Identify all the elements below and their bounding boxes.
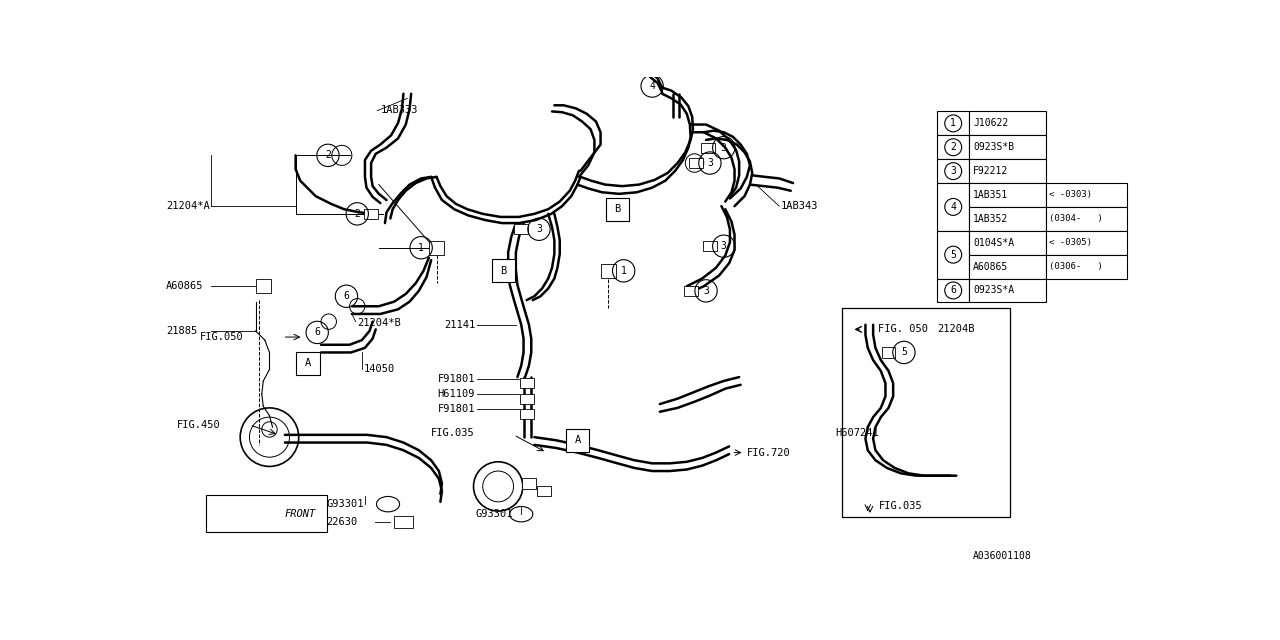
FancyBboxPatch shape <box>684 286 698 296</box>
Text: FIG.035: FIG.035 <box>431 428 475 438</box>
Text: 3: 3 <box>721 143 727 152</box>
FancyBboxPatch shape <box>969 111 1046 135</box>
Text: 3: 3 <box>950 166 956 176</box>
Text: FIG.720: FIG.720 <box>746 447 791 458</box>
Text: H61109: H61109 <box>438 389 475 399</box>
Text: G93301: G93301 <box>475 509 512 519</box>
Text: FIG.035: FIG.035 <box>879 502 923 511</box>
FancyBboxPatch shape <box>256 279 271 293</box>
FancyBboxPatch shape <box>1046 207 1128 231</box>
Text: 2: 2 <box>325 150 332 161</box>
Text: FIG. 050: FIG. 050 <box>878 324 928 334</box>
Text: F91801: F91801 <box>438 404 475 415</box>
FancyBboxPatch shape <box>703 241 717 252</box>
Text: 21141: 21141 <box>444 320 475 330</box>
Text: A: A <box>305 358 311 368</box>
Text: 1: 1 <box>419 243 424 253</box>
Text: 6: 6 <box>343 291 349 301</box>
FancyBboxPatch shape <box>492 259 515 282</box>
FancyBboxPatch shape <box>701 143 716 153</box>
FancyBboxPatch shape <box>538 486 552 497</box>
FancyBboxPatch shape <box>521 409 534 419</box>
Text: 4: 4 <box>649 81 655 91</box>
FancyBboxPatch shape <box>394 516 412 528</box>
FancyBboxPatch shape <box>969 231 1046 255</box>
FancyBboxPatch shape <box>842 308 1010 517</box>
FancyBboxPatch shape <box>521 378 534 388</box>
FancyBboxPatch shape <box>937 278 969 303</box>
Text: (0304-   ): (0304- ) <box>1050 214 1103 223</box>
Text: B: B <box>614 204 621 214</box>
Text: 22630: 22630 <box>326 517 357 527</box>
Text: FIG.050: FIG.050 <box>200 332 244 342</box>
Text: FIG.450: FIG.450 <box>177 420 221 430</box>
FancyBboxPatch shape <box>600 264 616 278</box>
Text: F92212: F92212 <box>973 166 1009 176</box>
Text: 3: 3 <box>536 224 541 234</box>
Text: 1: 1 <box>621 266 627 276</box>
Text: G93301: G93301 <box>326 499 364 509</box>
FancyBboxPatch shape <box>522 478 536 489</box>
Text: 21885: 21885 <box>166 326 197 336</box>
Text: 4: 4 <box>950 202 956 212</box>
FancyBboxPatch shape <box>937 111 969 135</box>
FancyBboxPatch shape <box>969 278 1046 303</box>
Text: FRONT: FRONT <box>285 509 316 519</box>
Text: 21204*B: 21204*B <box>357 318 401 328</box>
FancyBboxPatch shape <box>969 135 1046 159</box>
FancyBboxPatch shape <box>1046 231 1128 255</box>
Text: 2: 2 <box>950 142 956 152</box>
FancyBboxPatch shape <box>297 352 320 375</box>
Text: B: B <box>500 266 507 276</box>
Text: 5: 5 <box>950 250 956 260</box>
Text: 1AB343: 1AB343 <box>781 201 818 211</box>
Text: 6: 6 <box>315 328 320 337</box>
Text: A: A <box>575 435 581 445</box>
FancyBboxPatch shape <box>969 207 1046 231</box>
Text: 3: 3 <box>707 158 713 168</box>
Text: 1: 1 <box>950 118 956 129</box>
Text: < -0305): < -0305) <box>1050 238 1092 247</box>
Text: A036001108: A036001108 <box>973 551 1032 561</box>
Text: A60865: A60865 <box>166 281 204 291</box>
Text: 0923S*A: 0923S*A <box>973 285 1014 296</box>
FancyBboxPatch shape <box>937 159 969 183</box>
Text: F91801: F91801 <box>438 374 475 383</box>
FancyBboxPatch shape <box>969 159 1046 183</box>
Text: 0923S*B: 0923S*B <box>973 142 1014 152</box>
Text: (0306-   ): (0306- ) <box>1050 262 1103 271</box>
Text: 1AB352: 1AB352 <box>973 214 1009 224</box>
Text: 3: 3 <box>703 286 709 296</box>
Text: 1AB333: 1AB333 <box>380 105 417 115</box>
FancyBboxPatch shape <box>521 394 534 404</box>
Text: 1AB351: 1AB351 <box>973 190 1009 200</box>
Text: 14050: 14050 <box>364 364 394 374</box>
Text: 3: 3 <box>721 241 727 251</box>
FancyBboxPatch shape <box>969 255 1046 278</box>
Text: J10622: J10622 <box>973 118 1009 129</box>
FancyBboxPatch shape <box>1046 183 1128 207</box>
FancyBboxPatch shape <box>429 241 444 255</box>
Text: < -0303): < -0303) <box>1050 191 1092 200</box>
Text: 0104S*A: 0104S*A <box>973 237 1014 248</box>
FancyBboxPatch shape <box>937 231 969 278</box>
FancyBboxPatch shape <box>1046 255 1128 278</box>
FancyBboxPatch shape <box>882 347 896 358</box>
FancyBboxPatch shape <box>605 198 628 221</box>
FancyBboxPatch shape <box>365 209 378 219</box>
FancyBboxPatch shape <box>515 224 529 234</box>
FancyBboxPatch shape <box>689 158 703 168</box>
Text: 6: 6 <box>950 285 956 296</box>
Text: 2: 2 <box>355 209 360 219</box>
Text: H607241: H607241 <box>836 428 879 438</box>
FancyBboxPatch shape <box>969 183 1046 207</box>
Text: 21204*A: 21204*A <box>166 201 210 211</box>
FancyBboxPatch shape <box>206 495 328 532</box>
Text: A60865: A60865 <box>973 262 1009 271</box>
FancyBboxPatch shape <box>937 135 969 159</box>
FancyBboxPatch shape <box>566 429 589 452</box>
Text: 5: 5 <box>901 348 906 358</box>
FancyBboxPatch shape <box>937 183 969 231</box>
Text: 21204B: 21204B <box>937 324 974 334</box>
